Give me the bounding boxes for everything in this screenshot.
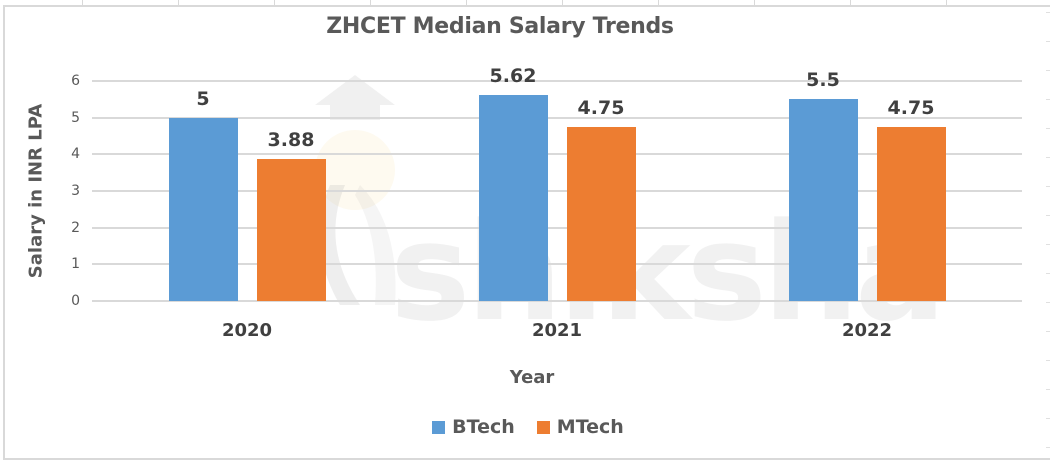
chart-frame (3, 5, 1050, 460)
cell-border (1046, 70, 1050, 71)
cell-border (1046, 302, 1050, 303)
cell-border (1046, 12, 1050, 13)
y-tick-label: 2 (71, 219, 80, 236)
gridline (92, 226, 1022, 229)
legend-item-btech[interactable]: BTech (432, 416, 515, 438)
cell-border (562, 0, 563, 5)
cell-border (466, 0, 467, 5)
gridline (92, 153, 1022, 156)
data-label: 3.88 (267, 128, 315, 151)
cell-border (1046, 447, 1050, 448)
gridline (92, 300, 1022, 302)
gridline (92, 80, 1022, 82)
cell-border (946, 0, 947, 5)
cell-border (1046, 186, 1050, 187)
cell-border (82, 0, 83, 5)
y-tick-label: 4 (71, 146, 80, 163)
bar-mtech-2020[interactable] (256, 158, 326, 301)
cell-border (370, 0, 371, 5)
data-label: 5.5 (806, 69, 840, 92)
bar-btech-2022[interactable] (788, 99, 858, 301)
gridline (92, 116, 1022, 119)
cell-border (1046, 99, 1050, 100)
bar-mtech-2022[interactable] (876, 126, 946, 301)
y-tick-label: 1 (71, 256, 80, 273)
cell-border (658, 0, 659, 5)
data-label: 5.62 (489, 64, 537, 87)
cell-border (1046, 128, 1050, 129)
y-tick-label: 3 (71, 183, 80, 199)
x-tick-label: 2020 (221, 320, 273, 341)
cell-border (1046, 215, 1050, 216)
x-tick-label: 2022 (841, 320, 893, 341)
cell-border (1046, 157, 1050, 158)
cell-border (850, 0, 851, 5)
chart-title: ZHCET Median Salary Trends (326, 14, 674, 39)
legend-item-mtech[interactable]: MTech (536, 416, 624, 438)
y-axis-title: Salary in INR LPA (25, 103, 47, 279)
bar-btech-2020[interactable] (168, 117, 238, 301)
gridline (92, 263, 1022, 266)
cell-border (1046, 418, 1050, 419)
y-tick-label: 5 (71, 109, 80, 126)
legend-swatch-icon (536, 420, 550, 434)
cell-border (178, 0, 179, 5)
legend: BTech MTech (0, 416, 1050, 438)
cell-border (1046, 389, 1050, 390)
x-tick-label: 2021 (531, 320, 583, 341)
data-label: 4.75 (887, 96, 935, 119)
legend-label: BTech (452, 416, 515, 438)
cell-border (1046, 360, 1050, 361)
cell-border (754, 0, 755, 5)
y-tick-label: 6 (71, 73, 80, 89)
cell-border (274, 0, 275, 5)
gridline (92, 190, 1022, 192)
bar-btech-2021[interactable] (478, 94, 548, 301)
legend-label: MTech (556, 416, 624, 438)
bar-mtech-2021[interactable] (566, 126, 636, 301)
cell-border (1046, 273, 1050, 274)
x-axis-title: Year (509, 367, 555, 388)
cell-border (1046, 41, 1050, 42)
legend-swatch-icon (432, 420, 446, 434)
data-label: 4.75 (577, 96, 625, 119)
data-label: 5 (196, 87, 210, 110)
cell-border (1046, 244, 1050, 245)
y-tick-label: 0 (71, 293, 80, 309)
cell-border (1046, 331, 1050, 332)
